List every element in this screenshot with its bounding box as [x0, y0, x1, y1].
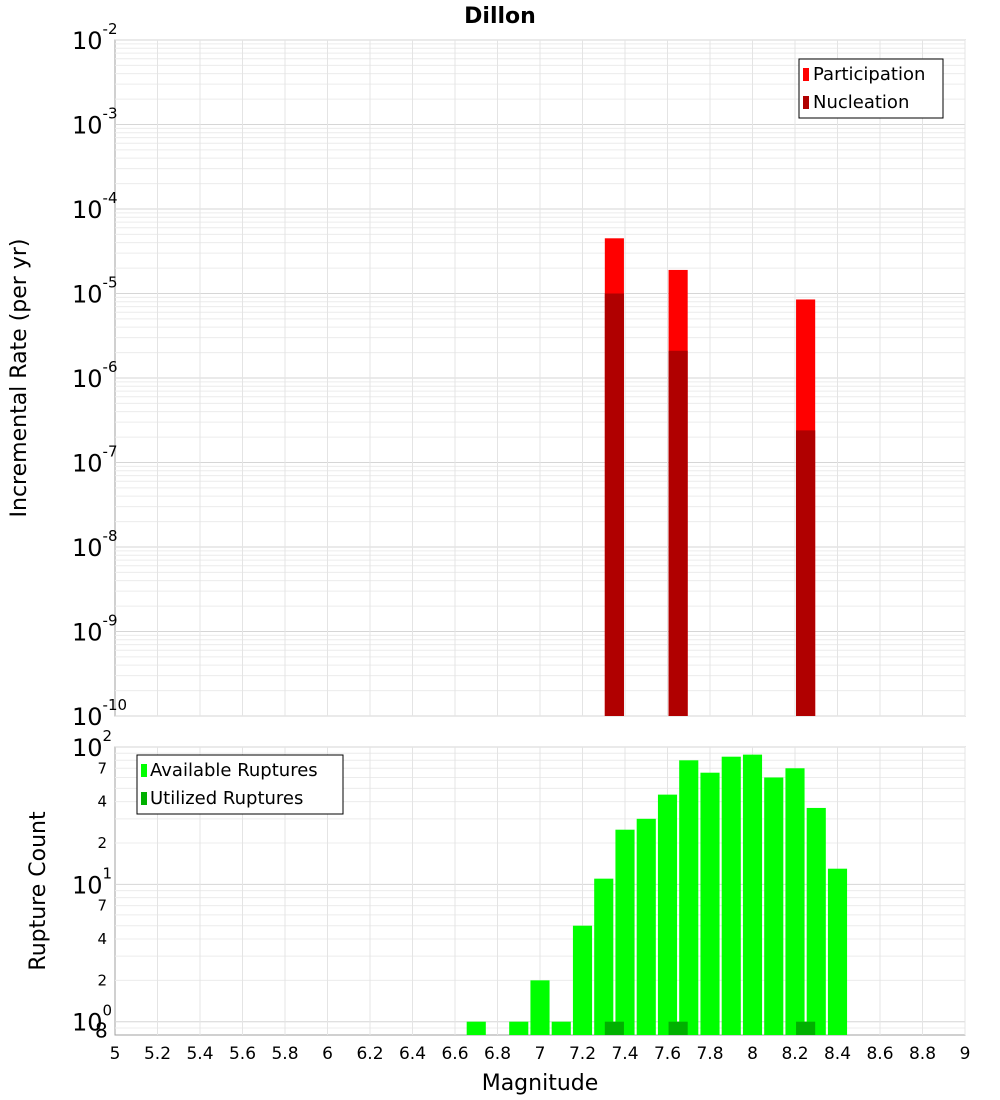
legend-label-nucleation: Nucleation — [813, 92, 909, 113]
x-tick-label: 7 — [535, 1044, 546, 1064]
legend-swatch-participation — [803, 68, 809, 81]
legend-swatch-available — [141, 764, 147, 777]
available-ruptures-bar — [764, 777, 784, 1035]
nucleation-bar — [796, 430, 816, 716]
top-y-tick-label: 10-4 — [72, 189, 118, 224]
x-tick-label: 7.2 — [569, 1044, 596, 1064]
available-ruptures-bar — [466, 1021, 486, 1035]
bottom-y-tick-label: 102 — [72, 727, 112, 762]
utilized-ruptures-bar — [604, 1021, 624, 1035]
utilized-ruptures-bar — [796, 1021, 816, 1035]
x-tick-label: 7.8 — [696, 1044, 723, 1064]
available-ruptures-bar — [594, 878, 614, 1035]
nucleation-bar — [668, 350, 688, 716]
x-tick-label: 5.2 — [144, 1044, 171, 1064]
x-tick-label: 7.6 — [654, 1044, 681, 1064]
bottom-y-tick-label: 100 — [72, 1002, 112, 1037]
x-tick-label: 6.6 — [441, 1044, 468, 1064]
available-ruptures-bar — [785, 768, 805, 1035]
top-panel: 10-10 10-9 10-8 10-7 10-6 10-5 10-4 10-3 10-2 In… — [7, 20, 966, 731]
top-bars — [604, 238, 816, 717]
bottom-y-minor-tick-label: 4 — [97, 793, 107, 811]
top-legend-box — [798, 58, 944, 119]
top-y-axis-label: Incremental Rate (per yr) — [7, 239, 32, 518]
top-y-tick-label: 10-6 — [72, 358, 118, 393]
x-tick-label: 5.6 — [229, 1044, 256, 1064]
x-tick-label: 7.4 — [611, 1044, 638, 1064]
chart-title: Dillon — [464, 4, 536, 29]
x-tick-label: 6.8 — [484, 1044, 511, 1064]
x-ticks: 5 5.2 5.4 5.6 5.8 6 6.2 6.4 6.6 6.8 7 7.2 7.4 7.6 7.8 8… — [110, 1044, 971, 1064]
bottom-y-axis-label: Rupture Count — [26, 811, 51, 971]
top-y-ticks: 10-10 10-9 10-8 10-7 10-6 10-5 10-4 10-3 10-2 — [72, 20, 127, 731]
top-y-tick-label: 10-3 — [72, 105, 118, 140]
legend-swatch-nucleation — [803, 96, 809, 109]
x-tick-label: 6 — [322, 1044, 333, 1064]
available-ruptures-bar — [636, 818, 656, 1035]
bottom-y-minor-tick-label: 2 — [97, 971, 107, 989]
top-y-tick-label: 10-2 — [72, 20, 118, 55]
x-tick-label: 8.8 — [909, 1044, 936, 1064]
legend-label-utilized: Utilized Ruptures — [150, 788, 303, 809]
bottom-legend: Available Ruptures Utilized Ruptures — [136, 754, 344, 815]
available-ruptures-bar — [551, 1021, 571, 1035]
x-tick-label: 8.2 — [781, 1044, 808, 1064]
legend-label-participation: Participation — [813, 64, 925, 85]
bottom-y-tick-label: 101 — [72, 864, 112, 899]
x-tick-label: 8.6 — [866, 1044, 893, 1064]
top-y-tick-label: 10-8 — [72, 527, 118, 562]
available-ruptures-bar — [615, 829, 635, 1035]
x-tick-label: 8.4 — [824, 1044, 851, 1064]
top-legend: Participation Nucleation — [798, 58, 944, 119]
x-axis-label: Magnitude — [482, 1071, 599, 1096]
x-tick-label: 9 — [960, 1044, 971, 1064]
available-ruptures-bar — [679, 760, 699, 1035]
available-ruptures-bar — [700, 772, 720, 1035]
available-ruptures-bar — [509, 1021, 529, 1035]
available-ruptures-bar — [806, 807, 826, 1035]
top-y-tick-label: 10-10 — [72, 696, 127, 731]
bottom-y-minor-tick-label: 2 — [97, 834, 107, 852]
available-ruptures-bar — [572, 925, 593, 1035]
bottom-y-minor-tick-label: 4 — [97, 930, 107, 948]
x-tick-label: 5.4 — [186, 1044, 213, 1064]
x-tick-label: 6.4 — [399, 1044, 426, 1064]
utilized-ruptures-bar — [668, 1021, 688, 1035]
nucleation-bar — [604, 293, 624, 716]
available-ruptures-bar — [530, 980, 550, 1035]
available-ruptures-bar — [742, 754, 763, 1035]
x-tick-label: 8 — [747, 1044, 758, 1064]
x-tick-label: 5.8 — [271, 1044, 298, 1064]
bottom-y-minor-tick-label: 7 — [97, 897, 107, 915]
available-ruptures-bar — [721, 756, 741, 1035]
top-y-tick-label: 10-5 — [72, 274, 118, 309]
available-ruptures-bar — [827, 868, 848, 1035]
top-grid — [115, 39, 966, 717]
x-tick-label: 5 — [110, 1044, 121, 1064]
bottom-y-minor-tick-label: 7 — [97, 759, 107, 777]
bottom-y-tick-extra: 8 — [95, 1019, 108, 1043]
bottom-bars — [466, 754, 848, 1035]
top-y-tick-label: 10-9 — [72, 612, 118, 647]
legend-swatch-utilized — [141, 792, 147, 805]
available-ruptures-bar — [657, 794, 678, 1035]
legend-label-available: Available Ruptures — [150, 760, 318, 781]
bottom-legend-box — [136, 754, 344, 815]
top-y-tick-label: 10-7 — [72, 443, 118, 478]
x-tick-label: 6.2 — [356, 1044, 383, 1064]
